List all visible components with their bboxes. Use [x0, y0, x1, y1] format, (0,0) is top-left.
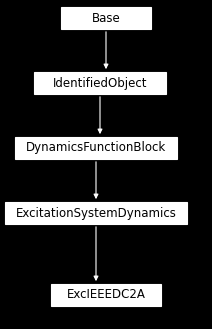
- Text: IdentifiedObject: IdentifiedObject: [53, 77, 147, 89]
- FancyBboxPatch shape: [61, 7, 151, 29]
- FancyBboxPatch shape: [34, 72, 166, 94]
- Text: ExcitationSystemDynamics: ExcitationSystemDynamics: [15, 207, 176, 219]
- FancyBboxPatch shape: [51, 284, 161, 306]
- FancyBboxPatch shape: [15, 137, 177, 159]
- Text: Base: Base: [92, 12, 120, 24]
- Text: ExcIEEEDC2A: ExcIEEEDC2A: [67, 289, 145, 301]
- Text: DynamicsFunctionBlock: DynamicsFunctionBlock: [26, 141, 166, 155]
- FancyBboxPatch shape: [5, 202, 187, 224]
